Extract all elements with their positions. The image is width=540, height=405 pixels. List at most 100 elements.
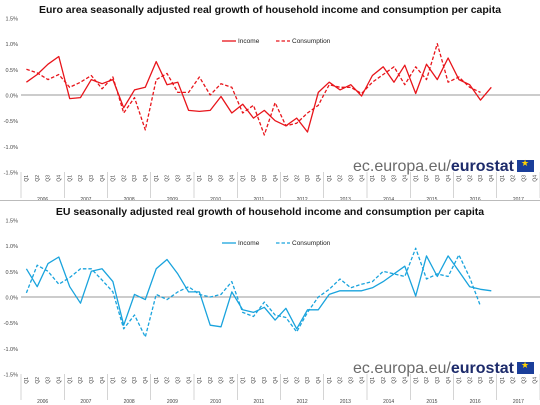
chart-title: Euro area seasonally adjusted real growt… [38, 4, 502, 16]
x-tick-label-year: 2014 [383, 197, 394, 200]
x-tick-label-quarter: Q2 [424, 377, 430, 384]
x-tick-label-quarter: Q3 [175, 377, 181, 384]
legend-label-income: Income [238, 38, 260, 45]
x-tick-label-quarter: Q2 [121, 377, 127, 384]
y-tick-label: 1.0% [5, 244, 18, 250]
x-tick-label-quarter: Q3 [435, 377, 441, 384]
x-tick-label-quarter: Q1 [197, 175, 203, 182]
x-tick-label-quarter: Q2 [78, 175, 84, 182]
eu-flag-icon [517, 158, 534, 172]
x-tick-label-quarter: Q3 [478, 377, 484, 384]
y-tick-label: 0.5% [5, 270, 18, 276]
x-tick-label-year: 2017 [513, 197, 524, 200]
x-tick-label-quarter: Q2 [294, 175, 300, 182]
y-tick-label: 1.5% [5, 17, 18, 23]
chart-title: EU seasonally adjusted real growth of ho… [55, 206, 485, 218]
x-tick-label-year: 2011 [253, 197, 264, 200]
panel-divider [0, 200, 540, 201]
x-tick-label-year: 2008 [124, 197, 135, 200]
x-tick-label-quarter: Q1 [197, 377, 203, 384]
series-line-income [26, 55, 492, 133]
x-tick-label-quarter: Q2 [338, 377, 344, 384]
x-tick-label-quarter: Q3 [132, 377, 138, 384]
eurostat-logo: ec.europa.eu/eurostat [353, 158, 534, 176]
x-tick-label-quarter: Q3 [89, 175, 95, 182]
x-tick-label-quarter: Q1 [240, 175, 246, 182]
x-tick-label-quarter: Q2 [381, 175, 387, 182]
chart-plot-eu: 1.5% 1.0% 0.5% 0.0% -0.5% -1.0% -1.5% Q1 Q2 Q3 Q4 Q… [4, 219, 540, 405]
x-tick-label-quarter: Q4 [489, 175, 495, 182]
x-tick-label-quarter: Q2 [424, 175, 430, 182]
x-tick-label-quarter: Q1 [24, 377, 30, 384]
x-tick-label-quarter: Q4 [489, 377, 495, 384]
x-tick-label-quarter: Q3 [219, 377, 225, 384]
chart-panel-eu: EU seasonally adjusted real growth of ho… [0, 202, 540, 405]
x-tick-label-quarter: Q2 [511, 377, 517, 384]
x-tick-label-quarter: Q3 [219, 175, 225, 182]
x-tick-label-year: 2015 [426, 399, 437, 405]
x-tick-label-year: 2008 [124, 399, 135, 405]
x-tick-label-year: 2007 [80, 197, 91, 200]
x-tick-label-year: 2009 [167, 197, 178, 200]
x-tick-label-quarter: Q4 [273, 377, 279, 384]
x-tick-label-quarter: Q2 [251, 377, 257, 384]
x-tick-label-quarter: Q1 [111, 175, 117, 182]
y-tick-label: 0.5% [5, 68, 18, 74]
x-tick-label-quarter: Q1 [457, 175, 463, 182]
x-tick-label-year: 2015 [426, 197, 437, 200]
y-tick-label: 0.0% [5, 296, 18, 302]
x-tick-label-quarter: Q4 [446, 377, 452, 384]
eurostat-logo: ec.europa.eu/eurostat [353, 360, 534, 378]
x-tick-label-quarter: Q1 [327, 377, 333, 384]
x-tick-label-year: 2012 [297, 197, 308, 200]
x-tick-label-year: 2006 [37, 197, 48, 200]
y-tick-label: -1.0% [4, 347, 18, 353]
x-tick-label-quarter: Q2 [165, 175, 171, 182]
x-tick-label-quarter: Q4 [446, 175, 452, 182]
x-tick-label-quarter: Q1 [500, 377, 506, 384]
x-tick-label-quarter: Q3 [521, 175, 527, 182]
x-tick-label-quarter: Q4 [143, 377, 149, 384]
x-tick-label-year: 2009 [167, 399, 178, 405]
x-tick-label-quarter: Q1 [457, 377, 463, 384]
legend-label-consumption: Consumption [292, 38, 331, 45]
x-tick-label-quarter: Q3 [305, 175, 311, 182]
x-tick-label-quarter: Q1 [284, 377, 290, 384]
x-tick-label-year: 2010 [210, 197, 221, 200]
x-tick-label-quarter: Q4 [532, 175, 538, 182]
x-tick-label-year: 2014 [383, 399, 394, 405]
x-tick-label-quarter: Q3 [478, 175, 484, 182]
x-tick-label-quarter: Q1 [370, 175, 376, 182]
x-tick-label-quarter: Q2 [467, 377, 473, 384]
series-line-consumption [25, 247, 482, 338]
x-tick-label-quarter: Q4 [230, 175, 236, 182]
x-tick-label-quarter: Q1 [500, 175, 506, 182]
series-line-income [25, 255, 492, 330]
y-tick-label: -1.0% [4, 145, 18, 151]
x-tick-label-quarter: Q3 [521, 377, 527, 384]
x-tick-label-quarter: Q3 [305, 377, 311, 384]
x-tick-label-year: 2013 [340, 197, 351, 200]
x-tick-label-quarter: Q2 [208, 377, 214, 384]
x-tick-label-quarter: Q4 [143, 175, 149, 182]
x-tick-label-quarter: Q2 [121, 175, 127, 182]
x-tick-label-year: 2007 [80, 399, 91, 405]
x-tick-label-quarter: Q2 [165, 377, 171, 384]
x-tick-label-quarter: Q3 [435, 175, 441, 182]
x-tick-label-quarter: Q3 [46, 175, 52, 182]
legend-label-consumption: Consumption [292, 240, 331, 247]
x-tick-label-quarter: Q1 [67, 175, 73, 182]
x-tick-label-quarter: Q1 [240, 377, 246, 384]
chart-plot-euro-area: 1.5% 1.0% 0.5% 0.0% -0.5% -1.0% -1.5% Q1 Q2 Q3 Q4 Q… [4, 17, 540, 200]
x-tick-label-quarter: Q2 [35, 377, 41, 384]
x-tick-label-quarter: Q4 [403, 377, 409, 384]
y-tick-label: 1.5% [5, 219, 18, 225]
x-tick-label-quarter: Q3 [89, 377, 95, 384]
x-tick-label-quarter: Q1 [327, 175, 333, 182]
x-tick-label-quarter: Q4 [273, 175, 279, 182]
x-tick-label-quarter: Q1 [111, 377, 117, 384]
y-tick-label: -0.5% [4, 119, 18, 125]
x-tick-label-year: 2016 [470, 399, 481, 405]
x-tick-label-quarter: Q3 [262, 175, 268, 182]
y-tick-label: 0.0% [5, 94, 18, 100]
